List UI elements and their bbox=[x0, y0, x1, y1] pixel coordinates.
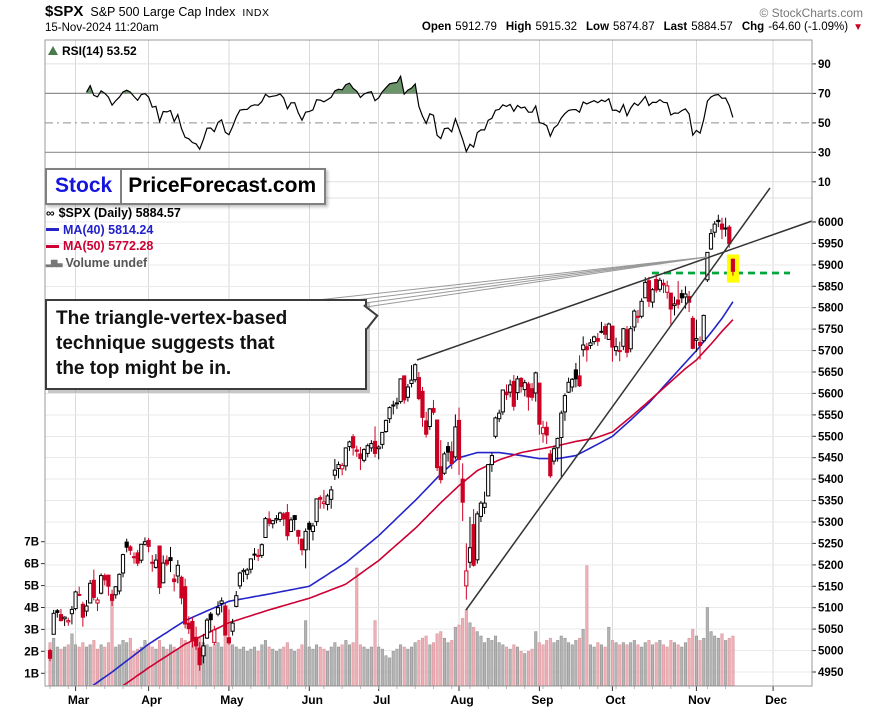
ma40-line-icon bbox=[46, 228, 59, 232]
svg-text:90: 90 bbox=[818, 59, 831, 71]
svg-text:Aug: Aug bbox=[450, 693, 473, 707]
legend-ma40-row: MA(40) 5814.24 bbox=[46, 222, 181, 239]
highlight-layer bbox=[652, 254, 790, 283]
svg-text:Oct: Oct bbox=[605, 693, 625, 707]
low-label: Low bbox=[586, 21, 610, 33]
svg-text:5600: 5600 bbox=[818, 388, 844, 400]
svg-text:70: 70 bbox=[818, 88, 831, 100]
logo-part-priceforecast: PriceForecast.com bbox=[128, 173, 317, 197]
svg-text:5800: 5800 bbox=[818, 303, 844, 315]
svg-text:5300: 5300 bbox=[818, 517, 844, 529]
title-bar: $SPX S&P 500 Large Cap Index INDX bbox=[45, 3, 269, 21]
gridlines bbox=[45, 40, 812, 686]
low-value: 5874.87 bbox=[613, 21, 655, 33]
volume-bars-icon: ▂▆▃ bbox=[46, 257, 63, 267]
svg-text:5700: 5700 bbox=[818, 346, 844, 358]
axis-labels: Mar Apr May Jun Jul Aug Sep Oct Nov Dec 6000 5950 59… bbox=[24, 39, 844, 707]
svg-text:1B: 1B bbox=[24, 668, 39, 680]
legend-symbol-text: $SPX (Daily) 5884.57 bbox=[58, 206, 181, 220]
date-time-label: 15-Nov-2024 11:20am bbox=[45, 22, 159, 34]
svg-text:Dec: Dec bbox=[765, 693, 787, 707]
candlestick-icon: ∞ bbox=[46, 206, 55, 220]
moving-averages bbox=[92, 301, 734, 685]
svg-text:5B: 5B bbox=[24, 581, 39, 593]
annotation-line-3: the top might be in. bbox=[56, 358, 232, 379]
svg-text:5650: 5650 bbox=[818, 367, 844, 379]
quote-bar: Open 5912.79 High 5915.32 Low 5874.87 Last 5884… bbox=[413, 21, 863, 33]
chart-legend: ∞ $SPX (Daily) 5884.57 MA(40) 5814.24 MA… bbox=[46, 205, 181, 271]
change-label: Chg bbox=[741, 21, 765, 33]
svg-text:10: 10 bbox=[818, 177, 831, 189]
svg-text:5950: 5950 bbox=[818, 238, 844, 250]
svg-text:Jul: Jul bbox=[373, 693, 390, 707]
svg-text:5400: 5400 bbox=[818, 474, 844, 486]
symbol-name: S&P 500 Large Cap Index bbox=[90, 5, 236, 19]
svg-text:3B: 3B bbox=[24, 624, 39, 636]
rsi-indicator-label: RSI(14) 53.52 bbox=[48, 44, 137, 58]
legend-ma50-text: MA(50) 5772.28 bbox=[63, 239, 154, 253]
legend-ma40-text: MA(40) 5814.24 bbox=[63, 222, 154, 237]
svg-text:5750: 5750 bbox=[818, 324, 844, 336]
svg-text:Sep: Sep bbox=[531, 693, 553, 707]
candlesticks bbox=[47, 214, 735, 671]
annotation-line-2: technique suggests that bbox=[56, 333, 275, 354]
svg-text:May: May bbox=[220, 693, 244, 707]
svg-text:Apr: Apr bbox=[141, 693, 162, 707]
svg-text:Nov: Nov bbox=[688, 693, 711, 707]
copyright-label: © StockCharts.com bbox=[759, 6, 863, 20]
change-direction-down-icon: ▼ bbox=[853, 22, 863, 33]
annotation-line-1: The triangle-vertex-based bbox=[56, 308, 288, 329]
svg-text:2B: 2B bbox=[24, 646, 39, 658]
volume-bars bbox=[48, 565, 735, 686]
svg-text:5550: 5550 bbox=[818, 410, 844, 422]
legend-symbol-row: ∞ $SPX (Daily) 5884.57 bbox=[46, 205, 181, 222]
svg-text:5150: 5150 bbox=[818, 581, 844, 593]
svg-text:Mar: Mar bbox=[68, 693, 90, 707]
svg-text:50: 50 bbox=[818, 118, 831, 130]
svg-text:5450: 5450 bbox=[818, 453, 844, 465]
symbol-label: $SPX bbox=[45, 3, 84, 20]
rsi-plot bbox=[85, 74, 734, 154]
svg-text:5850: 5850 bbox=[818, 281, 844, 293]
logo-part-stock: Stock bbox=[47, 170, 123, 203]
svg-text:5050: 5050 bbox=[818, 624, 844, 636]
svg-text:5100: 5100 bbox=[818, 603, 844, 615]
high-label: High bbox=[505, 21, 532, 33]
legend-ma50-row: MA(50) 5772.28 bbox=[46, 238, 181, 255]
svg-text:7B: 7B bbox=[24, 537, 39, 549]
last-label: Last bbox=[663, 21, 688, 33]
svg-text:Jun: Jun bbox=[302, 693, 323, 707]
svg-text:5500: 5500 bbox=[818, 431, 844, 443]
svg-text:5900: 5900 bbox=[818, 260, 844, 272]
svg-text:5350: 5350 bbox=[818, 496, 844, 508]
rsi-label-text: RSI(14) 53.52 bbox=[62, 44, 137, 58]
svg-text:6000: 6000 bbox=[818, 217, 844, 229]
exchange-label: INDX bbox=[242, 7, 270, 19]
svg-text:4B: 4B bbox=[24, 603, 39, 615]
open-value: 5912.79 bbox=[455, 21, 497, 33]
svg-text:5000: 5000 bbox=[818, 646, 844, 658]
change-value: -64.60 (-1.09%) bbox=[768, 21, 849, 33]
legend-volume-text: Volume undef bbox=[65, 255, 148, 270]
svg-text:5250: 5250 bbox=[818, 538, 844, 550]
open-label: Open bbox=[421, 21, 452, 33]
svg-text:4950: 4950 bbox=[818, 667, 844, 679]
svg-text:6B: 6B bbox=[24, 559, 39, 571]
svg-text:30: 30 bbox=[818, 147, 831, 159]
svg-text:5200: 5200 bbox=[818, 560, 844, 572]
stockpriceforecast-logo: Stock PriceForecast.com bbox=[45, 168, 327, 205]
high-value: 5915.32 bbox=[535, 21, 578, 33]
last-value: 5884.57 bbox=[691, 21, 733, 33]
annotation-callout: The triangle-vertex-based technique sugg… bbox=[45, 299, 379, 390]
ma50-line-icon bbox=[46, 244, 59, 248]
area-chart-icon bbox=[48, 46, 58, 55]
legend-volume-row: ▂▆▃ Volume undef bbox=[46, 255, 181, 272]
